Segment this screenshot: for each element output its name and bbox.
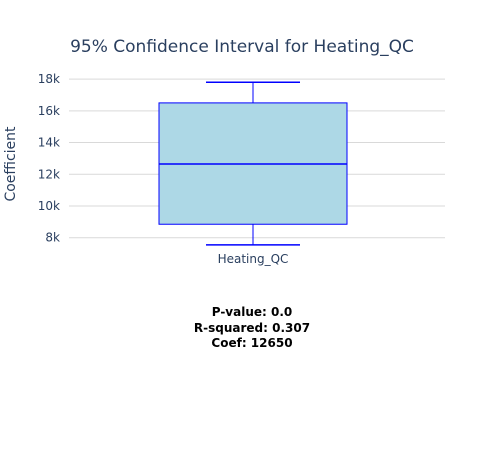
coefficient-label: Coef: 12650 (211, 336, 292, 350)
x-tick-label: Heating_QC (218, 252, 289, 266)
stats-annotation: P-value: 0.0 R-squared: 0.307 Coef: 1265… (194, 305, 310, 350)
y-tick-label: 14k (38, 136, 60, 150)
y-tick-label: 18k (38, 72, 60, 86)
y-tick-label: 12k (38, 167, 60, 181)
y-tick-label: 16k (38, 104, 60, 118)
y-tick-label: 8k (45, 231, 60, 245)
y-axis-tick-labels: 8k 10k 12k 14k 16k 18k (38, 72, 60, 245)
y-axis-title: Coefficient (3, 126, 19, 202)
box-plot-series (158, 81, 348, 246)
x-axis-tick-labels: Heating_QC (218, 252, 289, 266)
p-value-label: P-value: 0.0 (212, 305, 293, 319)
y-tick-label: 10k (38, 199, 60, 213)
chart-title: 95% Confidence Interval for Heating_QC (70, 37, 414, 57)
r-squared-label: R-squared: 0.307 (194, 321, 310, 335)
